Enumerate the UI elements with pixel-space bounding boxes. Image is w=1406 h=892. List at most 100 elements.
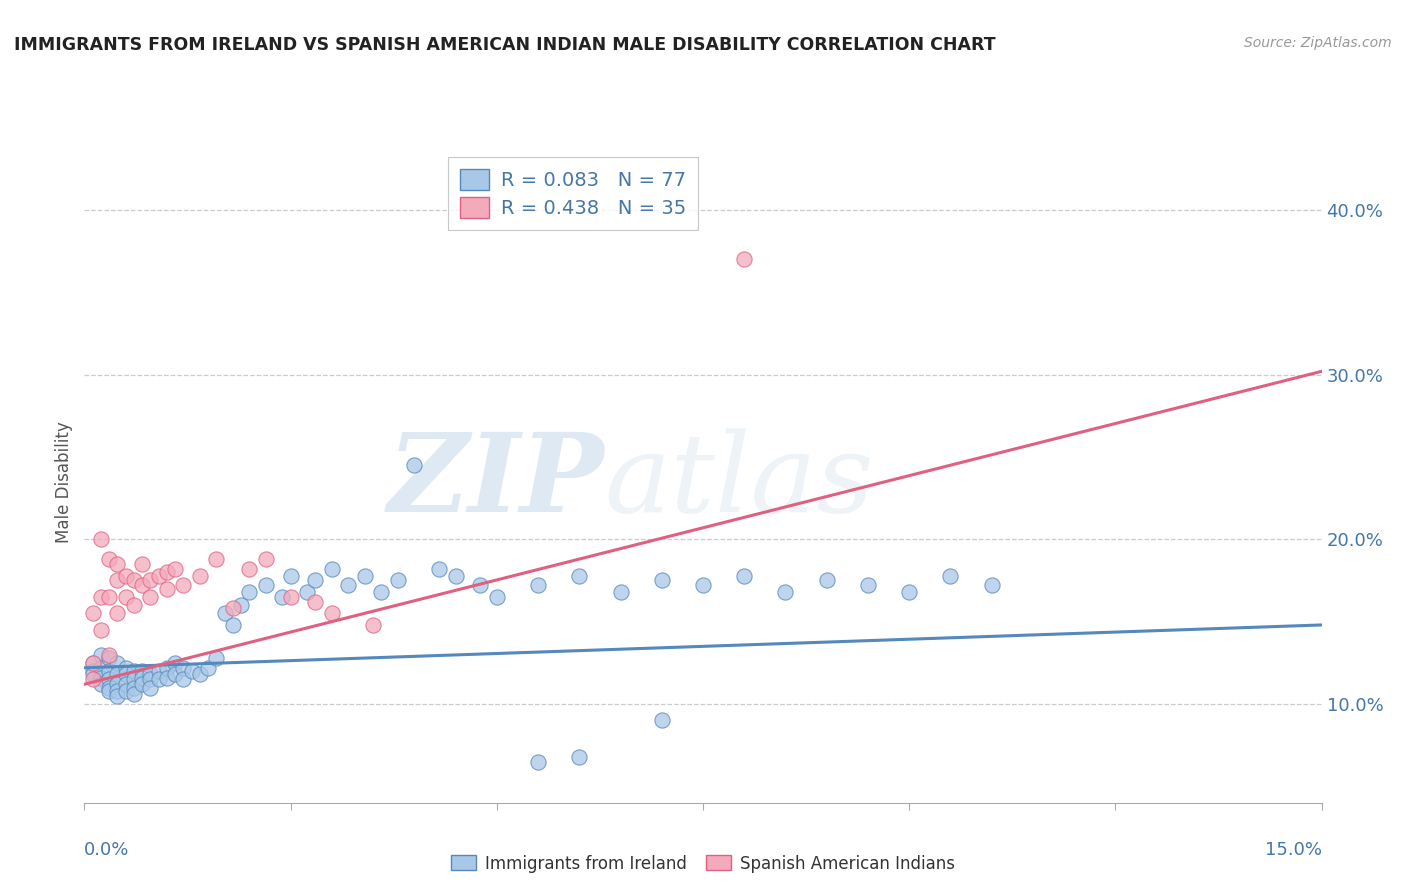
Point — [222, 601, 245, 615]
Point — [165, 667, 187, 681]
Point — [856, 578, 879, 592]
Point — [304, 595, 326, 609]
Point — [651, 574, 673, 588]
Point — [229, 598, 252, 612]
Point — [485, 590, 508, 604]
Point — [188, 667, 211, 681]
Point — [105, 667, 128, 681]
Point — [131, 677, 153, 691]
Point — [122, 673, 145, 687]
Legend: R = 0.083   N = 77, R = 0.438   N = 35: R = 0.083 N = 77, R = 0.438 N = 35 — [449, 157, 697, 230]
Point — [90, 671, 112, 685]
Point — [156, 671, 179, 685]
Point — [139, 574, 162, 588]
Point — [387, 574, 409, 588]
Text: ZIP: ZIP — [388, 428, 605, 535]
Point — [131, 671, 153, 685]
Point — [82, 667, 104, 681]
Point — [90, 661, 112, 675]
Point — [131, 664, 153, 678]
Point — [98, 651, 121, 665]
Point — [188, 568, 211, 582]
Point — [114, 683, 136, 698]
Point — [156, 566, 179, 580]
Point — [609, 585, 631, 599]
Point — [82, 656, 104, 670]
Point — [139, 681, 162, 695]
Point — [898, 585, 921, 599]
Point — [105, 689, 128, 703]
Text: 15.0%: 15.0% — [1264, 841, 1322, 859]
Legend: Immigrants from Ireland, Spanish American Indians: Immigrants from Ireland, Spanish America… — [444, 848, 962, 880]
Point — [98, 673, 121, 687]
Point — [370, 585, 392, 599]
Point — [197, 661, 219, 675]
Point — [980, 578, 1002, 592]
Point — [105, 607, 128, 621]
Point — [105, 574, 128, 588]
Point — [90, 677, 112, 691]
Point — [254, 552, 277, 566]
Point — [165, 656, 187, 670]
Text: 0.0%: 0.0% — [84, 841, 129, 859]
Point — [139, 667, 162, 681]
Point — [98, 681, 121, 695]
Point — [82, 673, 104, 687]
Point — [527, 755, 550, 769]
Point — [205, 552, 228, 566]
Point — [939, 568, 962, 582]
Point — [651, 714, 673, 728]
Point — [404, 458, 426, 473]
Point — [815, 574, 838, 588]
Point — [114, 590, 136, 604]
Point — [98, 648, 121, 662]
Point — [82, 664, 104, 678]
Point — [295, 585, 318, 599]
Point — [254, 578, 277, 592]
Point — [98, 683, 121, 698]
Point — [361, 618, 384, 632]
Point — [122, 574, 145, 588]
Point — [98, 664, 121, 678]
Point — [90, 590, 112, 604]
Point — [156, 582, 179, 596]
Point — [105, 677, 128, 691]
Text: IMMIGRANTS FROM IRELAND VS SPANISH AMERICAN INDIAN MALE DISABILITY CORRELATION C: IMMIGRANTS FROM IRELAND VS SPANISH AMERI… — [14, 36, 995, 54]
Point — [131, 578, 153, 592]
Point — [90, 533, 112, 547]
Point — [427, 562, 450, 576]
Point — [98, 590, 121, 604]
Point — [148, 568, 170, 582]
Point — [105, 656, 128, 670]
Point — [527, 578, 550, 592]
Point — [122, 664, 145, 678]
Point — [98, 552, 121, 566]
Point — [114, 677, 136, 691]
Point — [90, 623, 112, 637]
Point — [280, 568, 302, 582]
Point — [775, 585, 797, 599]
Point — [139, 673, 162, 687]
Point — [122, 687, 145, 701]
Point — [470, 578, 492, 592]
Point — [172, 673, 194, 687]
Point — [90, 648, 112, 662]
Point — [222, 618, 245, 632]
Point — [238, 562, 260, 576]
Point — [321, 607, 343, 621]
Point — [205, 651, 228, 665]
Point — [444, 568, 467, 582]
Point — [321, 562, 343, 576]
Point — [114, 661, 136, 675]
Point — [353, 568, 375, 582]
Point — [733, 252, 755, 267]
Point — [180, 664, 202, 678]
Point — [139, 590, 162, 604]
Point — [280, 590, 302, 604]
Point — [304, 574, 326, 588]
Point — [337, 578, 360, 592]
Point — [271, 590, 294, 604]
Point — [122, 681, 145, 695]
Point — [114, 568, 136, 582]
Point — [692, 578, 714, 592]
